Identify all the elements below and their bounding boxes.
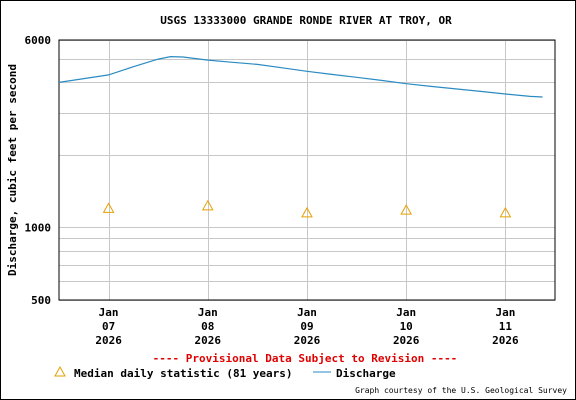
legend-median-marker-icon (54, 365, 66, 377)
legend-discharge-label: Discharge (336, 367, 396, 380)
median-marker (201, 199, 214, 211)
grid-lines (59, 40, 555, 301)
y-tick-label: 500 (31, 294, 51, 307)
y-tick-label: 6000 (25, 34, 52, 47)
x-tick-label: Jan (198, 306, 218, 319)
y-axis-label: Discharge, cubic feet per second (6, 64, 19, 276)
median-marker (102, 202, 115, 213)
series-layer (58, 55, 543, 218)
x-tick-label: 2026 (195, 334, 222, 347)
x-tick-label: 2026 (95, 334, 122, 347)
x-tick-label: 07 (102, 320, 115, 333)
chart-title: USGS 13333000 GRANDE RONDE RIVER AT TROY… (160, 14, 452, 27)
plot-area (58, 39, 556, 301)
y-tick-label: 1000 (25, 221, 52, 234)
provisional-notice: ---- Provisional Data Subject to Revisio… (153, 352, 458, 365)
legend-median-label: Median daily statistic (81 years) (74, 367, 293, 380)
x-tick-label: 10 (400, 320, 413, 333)
x-tick-labels: Jan072026Jan082026Jan092026Jan102026Jan1… (95, 306, 519, 347)
x-tick-label: Jan (495, 306, 515, 319)
x-tick-label: 08 (201, 320, 214, 333)
x-tick-label: 2026 (294, 334, 321, 347)
x-tick-label: Jan (99, 306, 119, 319)
legend: Median daily statistic (81 years) Discha… (54, 365, 396, 380)
median-marker (400, 204, 413, 215)
discharge-series-line (58, 55, 543, 98)
x-tick-label: Jan (396, 306, 416, 319)
x-tick-label: 11 (499, 320, 513, 333)
x-tick-label: 2026 (393, 334, 420, 347)
x-tick-label: 2026 (492, 334, 519, 347)
credit-text: Graph courtesy of the U.S. Geological Su… (355, 386, 567, 395)
median-marker (499, 206, 512, 218)
median-marker (301, 206, 313, 218)
x-tick-label: Jan (297, 306, 317, 319)
x-tick-label: 09 (300, 320, 313, 333)
y-tick-labels: 6000 1000 500 (25, 34, 52, 307)
